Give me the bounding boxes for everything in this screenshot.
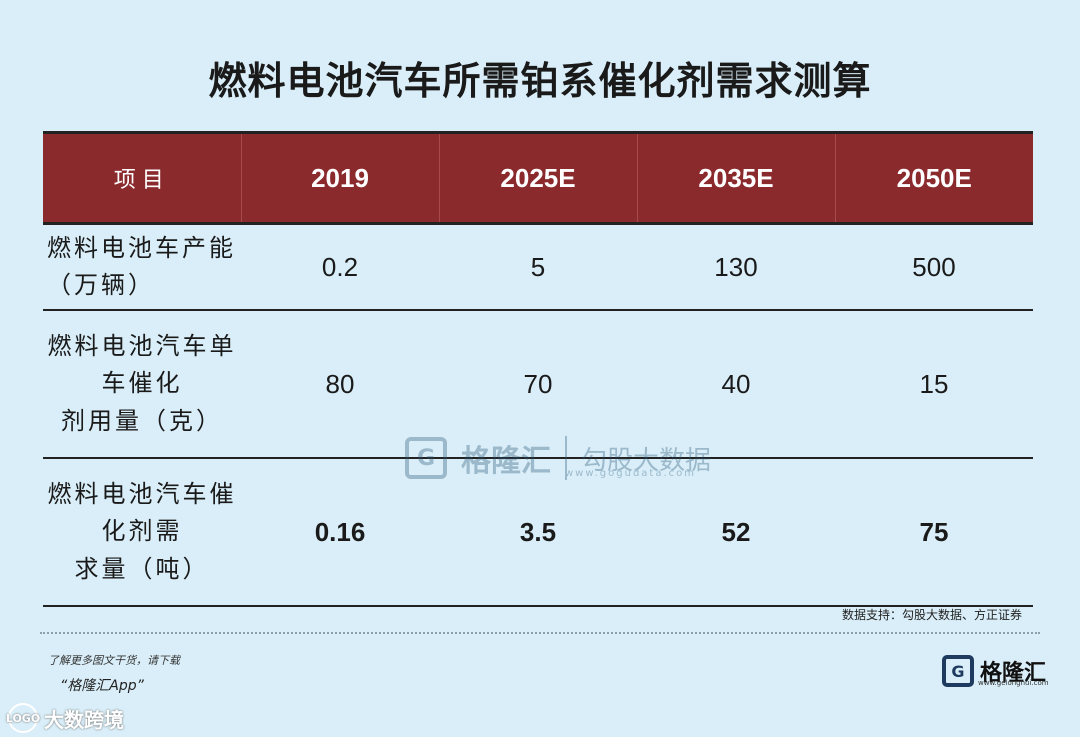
table-cell: 40 [721, 368, 751, 399]
row-label-line: 燃料电池汽车催化剂需 [47, 480, 237, 546]
table-cell: 5 [530, 251, 546, 282]
table-cell: 75 [919, 516, 949, 547]
promo-line-1: 了解更多图文干货，请下载 [48, 654, 180, 667]
row-label-line: 燃料电池汽车单车催化 [47, 332, 237, 398]
watermark-divider [565, 436, 567, 480]
promo-line-2: “格隆汇App” [60, 678, 144, 694]
table-cell: 3.5 [519, 516, 557, 547]
table-header-row: 项目 2019 2025E 2035E 2050E [43, 132, 1033, 224]
row-label: 燃料电池汽车催化剂需 求量（吨） [43, 458, 241, 606]
watermark-logo-icon: G [405, 437, 447, 479]
watermark: G 格隆汇 勾股大数据 www.gogudata.com [405, 436, 711, 480]
brand-url: www.gelonghui.com [978, 679, 1049, 687]
row-label-line: 求量（吨） [74, 554, 210, 583]
column-header-2035e: 2035E [636, 132, 835, 224]
column-header-2019: 2019 [240, 132, 439, 224]
source-note: 数据支持：勾股大数据、方正证券 [841, 608, 1022, 622]
table-row: 燃料电池车产能（万辆） 0.2 5 130 500 [43, 224, 1033, 311]
row-label: 燃料电池车产能（万辆） [43, 224, 241, 311]
table-cell: 130 [714, 251, 758, 282]
divider [40, 632, 1040, 634]
brand-logo: G 格隆汇 www.gelonghui.com [942, 655, 1049, 687]
row-label-line: 剂用量（克） [61, 406, 223, 435]
watermark-name2: 勾股大数据 [581, 445, 712, 476]
table-row: 燃料电池汽车单车催化 剂用量（克） 80 70 40 15 [43, 310, 1033, 458]
corner-watermark-text: 大数跨境 [44, 707, 124, 732]
chart-title: 燃料电池汽车所需铂系催化剂需求测算 [208, 59, 872, 103]
data-table: 项目 2019 2025E 2035E 2050E 燃料电池车产能（万辆） 0.… [43, 131, 1033, 607]
column-header-2025e: 2025E [438, 132, 637, 224]
table-cell: 500 [912, 251, 956, 282]
column-header-2050e: 2050E [834, 132, 1033, 224]
table-cell: 0.16 [314, 516, 366, 547]
table-cell: 80 [325, 368, 355, 399]
brand-logo-icon: G [942, 655, 974, 687]
corner-watermark: LOGO 大数跨境 [6, 703, 124, 733]
row-label-line: 燃料电池车产能（万辆） [47, 233, 236, 299]
table-cell: 0.2 [321, 251, 359, 282]
table-cell: 52 [721, 516, 751, 547]
table-row: 燃料电池汽车催化剂需 求量（吨） 0.16 3.5 52 75 [43, 458, 1033, 606]
watermark-url: www.gogudata.com [565, 468, 697, 479]
watermark-name: 格隆汇 [461, 444, 551, 479]
row-label: 燃料电池汽车单车催化 剂用量（克） [43, 310, 241, 458]
column-header-item: 项目 [43, 132, 241, 224]
table-cell: 70 [523, 368, 553, 399]
corner-logo-icon: LOGO [6, 703, 40, 733]
table-cell: 15 [919, 368, 949, 399]
brand-name: 格隆汇 [980, 661, 1047, 686]
